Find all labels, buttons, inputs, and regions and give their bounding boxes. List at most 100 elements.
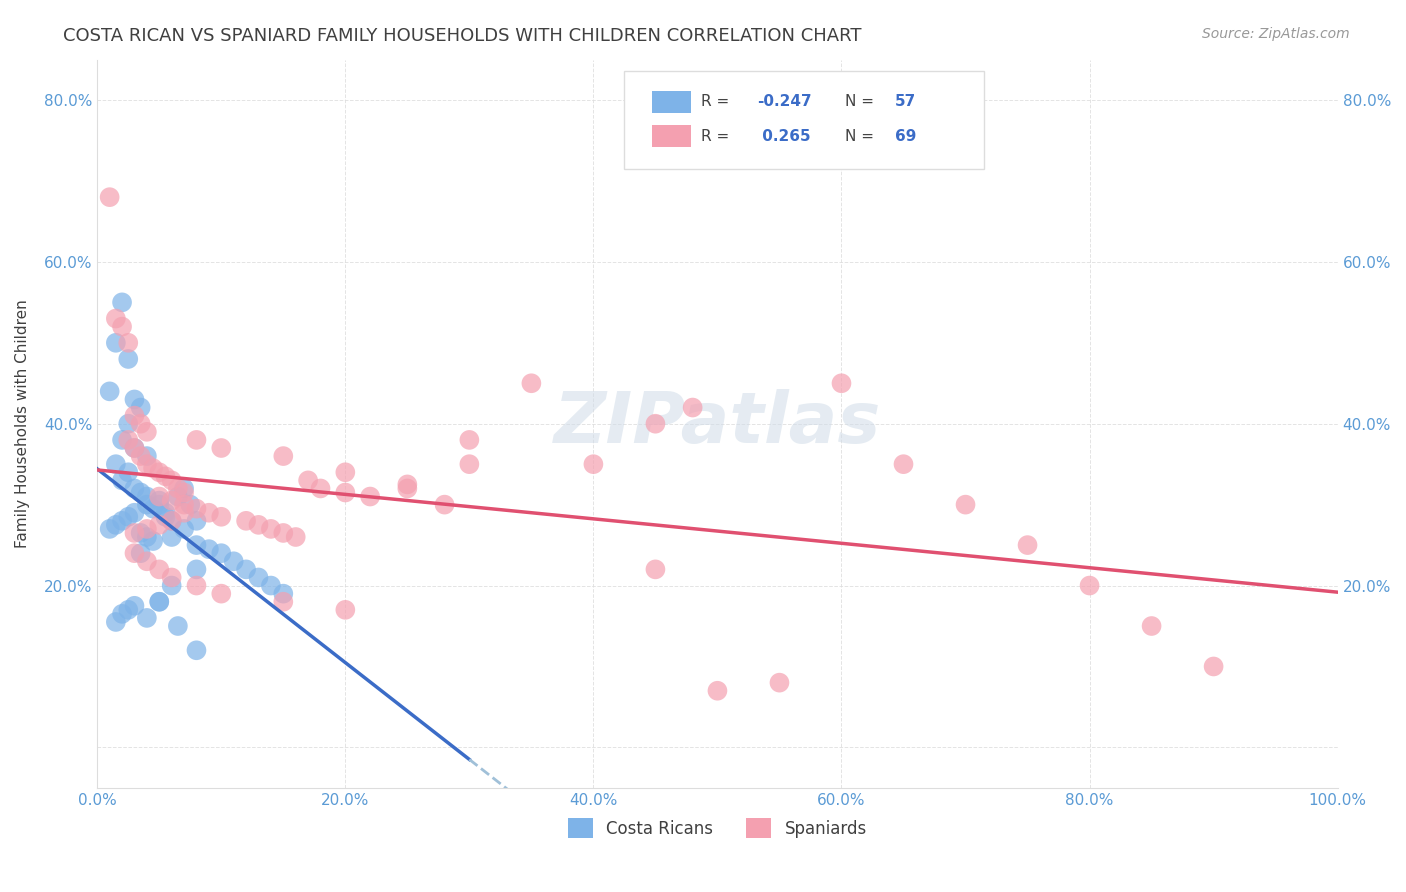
Point (160, 570, 183, 584)
Point (111, 433, 134, 447)
Point (160, 514, 183, 528)
Point (135, 611, 157, 625)
Point (124, 409, 146, 423)
Point (247, 517, 270, 532)
Point (129, 485, 152, 500)
Point (124, 441, 146, 455)
Point (235, 514, 257, 528)
Point (135, 457, 157, 471)
Point (955, 498, 977, 512)
Point (148, 595, 170, 609)
Point (458, 457, 481, 471)
Point (396, 482, 419, 496)
Point (104, 311, 127, 326)
Text: -0.247: -0.247 (758, 95, 811, 110)
Point (644, 562, 666, 576)
Point (1017, 538, 1039, 552)
Point (186, 578, 208, 592)
FancyBboxPatch shape (652, 91, 692, 112)
Point (186, 501, 208, 516)
Point (235, 562, 257, 576)
Point (148, 490, 170, 504)
Point (682, 401, 704, 415)
Point (186, 562, 208, 576)
Point (582, 457, 605, 471)
Point (209, 509, 232, 524)
Point (148, 562, 170, 576)
Point (135, 498, 157, 512)
Point (124, 482, 146, 496)
Point (117, 417, 139, 431)
Point (1140, 619, 1163, 633)
Point (271, 525, 294, 540)
Point (148, 498, 170, 512)
Point (98, 384, 121, 399)
Point (98, 522, 121, 536)
Point (198, 506, 221, 520)
Point (104, 457, 127, 471)
Point (260, 522, 283, 536)
FancyBboxPatch shape (652, 125, 692, 147)
Point (135, 554, 157, 568)
Point (644, 417, 666, 431)
Point (124, 599, 146, 613)
Point (1078, 578, 1101, 592)
Point (155, 469, 177, 483)
Point (148, 465, 170, 479)
Point (124, 506, 146, 520)
Point (135, 522, 157, 536)
Point (129, 546, 152, 560)
Point (433, 498, 456, 512)
Point (117, 603, 139, 617)
Point (142, 461, 165, 475)
Text: R =: R = (702, 95, 734, 110)
Point (893, 457, 915, 471)
Point (186, 643, 208, 657)
Text: COSTA RICAN VS SPANIARD FAMILY HOUSEHOLDS WITH CHILDREN CORRELATION CHART: COSTA RICAN VS SPANIARD FAMILY HOUSEHOLD… (63, 27, 862, 45)
Text: R =: R = (702, 128, 734, 144)
Point (111, 319, 134, 334)
Text: N =: N = (845, 128, 879, 144)
Point (124, 392, 146, 407)
Point (284, 530, 307, 544)
Point (335, 465, 357, 479)
Point (111, 607, 134, 621)
Point (335, 485, 357, 500)
Point (129, 401, 152, 415)
Point (173, 522, 195, 536)
Point (104, 615, 127, 629)
Point (167, 619, 190, 633)
Point (297, 474, 319, 488)
Point (173, 482, 195, 496)
Point (129, 449, 152, 463)
Point (111, 474, 134, 488)
Point (186, 514, 208, 528)
Point (111, 295, 134, 310)
Point (104, 517, 127, 532)
Point (209, 441, 232, 455)
Text: N =: N = (845, 95, 879, 110)
Point (335, 603, 357, 617)
Point (117, 433, 139, 447)
Point (160, 493, 183, 508)
Point (271, 587, 294, 601)
Point (260, 578, 283, 592)
Point (458, 433, 481, 447)
Point (135, 449, 157, 463)
Point (117, 509, 139, 524)
Point (209, 546, 232, 560)
Text: 57: 57 (894, 95, 917, 110)
Text: 0.265: 0.265 (758, 128, 811, 144)
Point (160, 578, 183, 592)
Point (135, 490, 157, 504)
Point (186, 538, 208, 552)
Point (173, 498, 195, 512)
Point (173, 485, 195, 500)
Point (142, 501, 165, 516)
Point (148, 517, 170, 532)
Point (209, 587, 232, 601)
Y-axis label: Family Households with Children: Family Households with Children (15, 300, 30, 548)
Point (198, 542, 221, 557)
Point (155, 506, 177, 520)
Legend: Costa Ricans, Spaniards: Costa Ricans, Spaniards (561, 812, 873, 845)
